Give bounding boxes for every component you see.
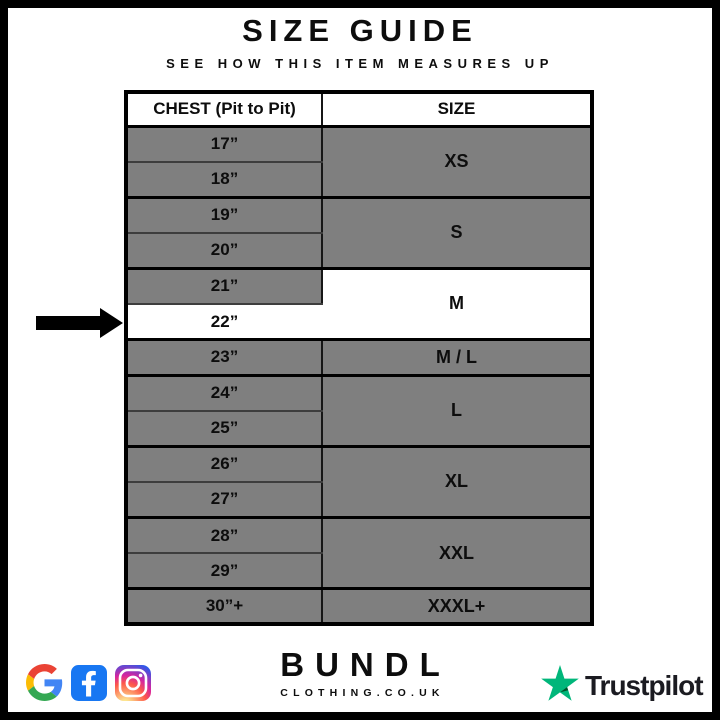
table-row: 27” — [126, 480, 592, 519]
brand-domain: CLOTHING.CO.UK — [280, 687, 445, 699]
size-column-header: SIZE — [322, 92, 592, 128]
google-icon — [26, 664, 63, 701]
chest-measurement-cell: 28” — [126, 516, 323, 555]
size-guide-table: CHEST (Pit to Pit) SIZE 17” XS 18” 19” S 20” 2… — [124, 90, 594, 627]
size-label-cell: M — [322, 266, 592, 341]
table-row: 23” M / L — [126, 338, 592, 377]
chest-measurement-cell: 20” — [126, 231, 323, 270]
table-row: 25” — [126, 409, 592, 448]
chest-measurement-cell: 29” — [126, 552, 323, 590]
trustpilot-wordmark: Trustpilot — [585, 669, 704, 701]
social-icons — [26, 664, 151, 701]
trustpilot-star-icon — [541, 665, 579, 706]
chest-measurement-cell: 23” — [126, 338, 323, 377]
size-label-cell: M / L — [322, 338, 592, 377]
instagram-icon — [115, 665, 151, 701]
chest-measurement-cell: 27” — [126, 480, 323, 519]
brand-logo: BUNDL CLOTHING.CO.UK — [0, 646, 720, 699]
table-row: 20” — [126, 231, 592, 270]
table-row: 26” XL — [126, 444, 592, 519]
arrow-shaft — [36, 316, 102, 330]
table-row: 29” — [126, 552, 592, 590]
chest-measurement-cell: 25” — [126, 409, 323, 448]
table-row: 24” L — [126, 373, 592, 448]
brand-name: BUNDL — [280, 646, 451, 683]
chest-measurement-cell: 21” — [126, 266, 323, 305]
size-label-cell: XXL — [322, 516, 592, 590]
table-row: 30”+ XXXL+ — [126, 587, 592, 626]
size-label-cell: XXXL+ — [322, 587, 592, 626]
table-row: 21” M — [126, 266, 592, 341]
trustpilot-logo: Trustpilot — [541, 665, 704, 706]
chest-measurement-cell: 18” — [126, 160, 323, 199]
chest-measurement-cell: 17” — [126, 124, 323, 163]
arrow-head — [100, 308, 123, 338]
size-label-cell: L — [322, 373, 592, 448]
page-title: SIZE GUIDE — [242, 13, 478, 48]
facebook-icon — [71, 665, 107, 701]
table-row: 22” — [126, 302, 592, 341]
table-row: 19” S — [126, 195, 592, 270]
table-header-row: CHEST (Pit to Pit) SIZE — [126, 92, 592, 128]
chest-measurement-cell: 19” — [126, 195, 323, 234]
page-subtitle: SEE HOW THIS ITEM MEASURES UP — [166, 56, 554, 71]
table-row: 28” XXL — [126, 516, 592, 590]
chest-measurement-cell: 24” — [126, 373, 323, 412]
chest-measurement-cell: 22” — [126, 302, 323, 341]
chest-measurement-cell: 26” — [126, 444, 323, 483]
size-label-cell: XS — [322, 124, 592, 199]
table-row: 17” XS — [126, 124, 592, 199]
size-label-cell: XL — [322, 444, 592, 519]
chest-column-header: CHEST (Pit to Pit) — [126, 92, 323, 128]
table-row: 18” — [126, 160, 592, 199]
chest-measurement-cell: 30”+ — [126, 587, 323, 626]
size-label-cell: S — [322, 195, 592, 270]
